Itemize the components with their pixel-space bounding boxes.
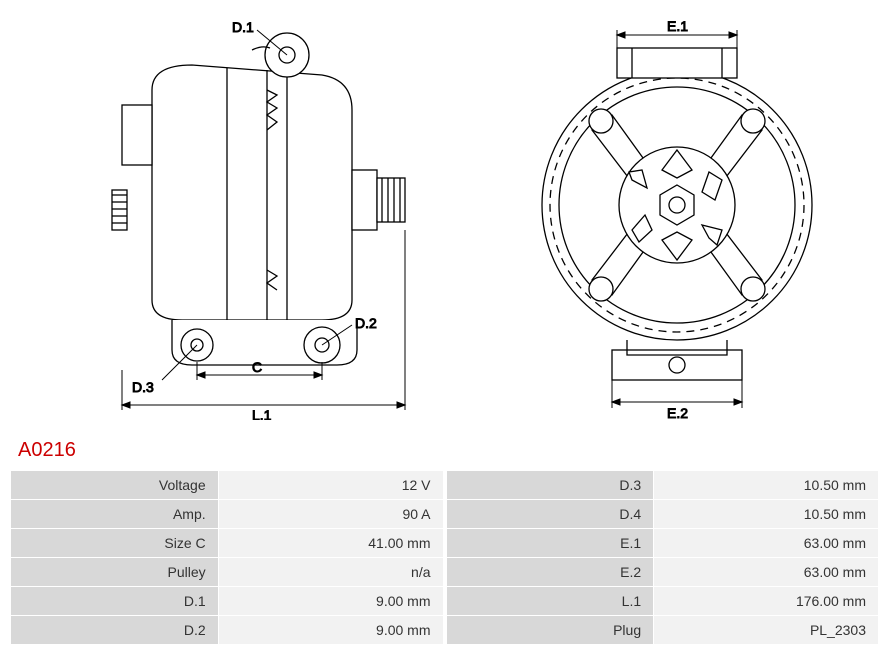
spec-row: L.1176.00 mm xyxy=(447,587,879,615)
label-d3: D.3 xyxy=(132,379,154,395)
spec-value: 63.00 mm xyxy=(654,558,878,586)
spec-row: Amp.90 A xyxy=(11,500,443,528)
spec-label: Amp. xyxy=(11,500,218,528)
spec-label: Pulley xyxy=(11,558,218,586)
spec-row: PlugPL_2303 xyxy=(447,616,879,644)
part-number: A0216 xyxy=(10,435,879,470)
label-c: C xyxy=(252,359,262,375)
label-d1: D.1 xyxy=(232,20,254,35)
spec-row: Size C41.00 mm xyxy=(11,529,443,557)
spec-tables: Voltage12 VAmp.90 ASize C41.00 mmPulleyn… xyxy=(10,470,879,645)
spec-value: 10.50 mm xyxy=(654,471,878,499)
label-e1: E.1 xyxy=(667,20,688,34)
spec-label: L.1 xyxy=(447,587,654,615)
spec-value: 63.00 mm xyxy=(654,529,878,557)
front-view-diagram: E.1 E.2 xyxy=(517,20,837,425)
spec-value: n/a xyxy=(219,558,443,586)
spec-value: 9.00 mm xyxy=(219,616,443,644)
spec-value: 41.00 mm xyxy=(219,529,443,557)
spec-row: Voltage12 V xyxy=(11,471,443,499)
spec-table-right: D.310.50 mmD.410.50 mmE.163.00 mmE.263.0… xyxy=(446,470,880,645)
spec-value: PL_2303 xyxy=(654,616,878,644)
spec-value: 12 V xyxy=(219,471,443,499)
spec-row: D.29.00 mm xyxy=(11,616,443,644)
spec-row: D.410.50 mm xyxy=(447,500,879,528)
spec-value: 176.00 mm xyxy=(654,587,878,615)
side-view-diagram: D.1 D.2 D.3 C L.1 xyxy=(92,20,432,425)
spec-label: Voltage xyxy=(11,471,218,499)
label-e2: E.2 xyxy=(667,405,688,420)
spec-label: Size C xyxy=(11,529,218,557)
label-d2: D.2 xyxy=(355,315,377,331)
spec-value: 9.00 mm xyxy=(219,587,443,615)
spec-row: Pulleyn/a xyxy=(11,558,443,586)
spec-label: E.2 xyxy=(447,558,654,586)
spec-row: E.163.00 mm xyxy=(447,529,879,557)
spec-label: D.1 xyxy=(11,587,218,615)
spec-row: D.310.50 mm xyxy=(447,471,879,499)
label-l1: L.1 xyxy=(252,407,272,420)
spec-row: E.263.00 mm xyxy=(447,558,879,586)
spec-value: 10.50 mm xyxy=(654,500,878,528)
spec-value: 90 A xyxy=(219,500,443,528)
spec-label: D.2 xyxy=(11,616,218,644)
diagram-area: D.1 D.2 D.3 C L.1 xyxy=(10,10,879,435)
spec-label: D.3 xyxy=(447,471,654,499)
spec-table-left: Voltage12 VAmp.90 ASize C41.00 mmPulleyn… xyxy=(10,470,444,645)
spec-row: D.19.00 mm xyxy=(11,587,443,615)
spec-label: E.1 xyxy=(447,529,654,557)
spec-label: Plug xyxy=(447,616,654,644)
spec-label: D.4 xyxy=(447,500,654,528)
